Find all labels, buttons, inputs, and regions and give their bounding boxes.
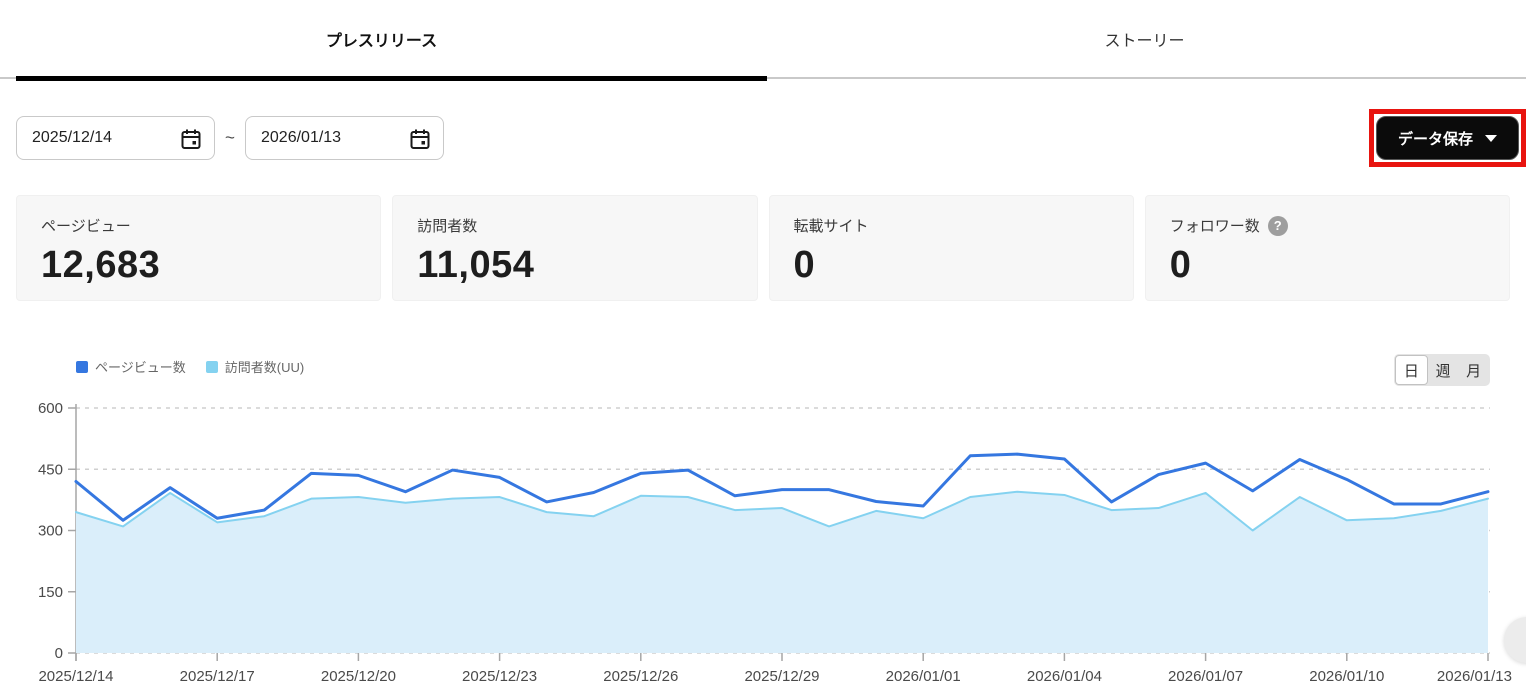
end-date-field — [245, 116, 444, 160]
start-date-field — [16, 116, 215, 160]
save-data-button[interactable]: データ保存 — [1376, 116, 1519, 160]
svg-text:600: 600 — [38, 400, 63, 417]
stat-label: 訪問者数 — [417, 218, 478, 235]
stat-cards: ページビュー 12,683 訪問者数 11,054 転載サイト 0 フォロワー数… — [16, 195, 1510, 301]
chart-legend: ページビュー数 訪問者数(UU) — [76, 357, 304, 376]
legend-swatch-pv — [76, 360, 88, 373]
legend-label: 訪問者数(UU) — [224, 360, 305, 375]
granularity-day[interactable]: 日 — [1395, 355, 1428, 385]
svg-text:150: 150 — [38, 584, 63, 601]
stat-label: ページビュー — [41, 218, 131, 235]
tab-press-release[interactable]: プレスリリース — [0, 0, 763, 77]
floating-widget-partial[interactable] — [1504, 617, 1526, 663]
tab-press-release-label: プレスリリース — [325, 32, 438, 50]
legend-label: ページビュー数 — [95, 360, 186, 375]
controls-row: ~ データ保存 — [16, 109, 1526, 167]
svg-text:2026/01/01: 2026/01/01 — [886, 668, 961, 685]
stat-value: 0 — [1169, 244, 1192, 286]
svg-text:2026/01/10: 2026/01/10 — [1309, 668, 1384, 685]
calendar-icon[interactable] — [179, 127, 203, 151]
end-date-input[interactable] — [246, 117, 443, 159]
svg-text:2025/12/29: 2025/12/29 — [744, 668, 819, 685]
svg-text:2026/01/07: 2026/01/07 — [1168, 668, 1243, 685]
stat-card-followers: フォロワー数 ? 0 — [1144, 195, 1510, 301]
svg-text:2025/12/20: 2025/12/20 — [321, 668, 396, 685]
svg-text:2025/12/23: 2025/12/23 — [462, 668, 537, 685]
tab-bar: プレスリリース ストーリー — [0, 0, 1526, 79]
granularity-month[interactable]: 月 — [1466, 362, 1482, 380]
svg-text:2025/12/17: 2025/12/17 — [180, 668, 255, 685]
granularity-week[interactable]: 週 — [1435, 362, 1451, 380]
date-range-separator: ~ — [225, 128, 235, 147]
svg-text:450: 450 — [38, 461, 63, 478]
chevron-down-icon — [1485, 134, 1497, 142]
active-tab-underline — [16, 76, 767, 81]
stat-value: 12,683 — [41, 244, 161, 286]
legend-item-pageviews: ページビュー数 — [76, 357, 186, 376]
svg-text:300: 300 — [38, 523, 63, 540]
svg-text:2025/12/14: 2025/12/14 — [38, 668, 113, 685]
granularity-toggle: 日 週 月 — [1394, 354, 1490, 386]
svg-text:2025/12/26: 2025/12/26 — [603, 668, 678, 685]
legend-item-visitors: 訪問者数(UU) — [205, 357, 305, 376]
save-data-button-label: データ保存 — [1397, 130, 1473, 148]
svg-text:0: 0 — [55, 645, 63, 662]
help-icon[interactable]: ? — [1267, 215, 1288, 236]
stat-card-repost-sites: 転載サイト 0 — [768, 195, 1134, 301]
start-date-input[interactable] — [17, 117, 214, 159]
stat-value: 0 — [793, 244, 816, 286]
calendar-icon[interactable] — [408, 127, 432, 151]
stat-label: 転載サイト — [793, 218, 869, 235]
svg-text:2026/01/13: 2026/01/13 — [1437, 668, 1512, 685]
stat-value: 11,054 — [417, 244, 535, 286]
stat-card-visitors: 訪問者数 11,054 — [392, 195, 758, 301]
tab-story-label: ストーリー — [1104, 32, 1185, 50]
stat-card-pageviews: ページビュー 12,683 — [16, 195, 382, 301]
tab-story[interactable]: ストーリー — [763, 0, 1526, 77]
stat-label: フォロワー数 ? — [1170, 215, 1485, 236]
legend-swatch-uu — [205, 360, 218, 373]
highlight-annotation-box: データ保存 — [1369, 109, 1526, 167]
svg-text:2026/01/04: 2026/01/04 — [1027, 668, 1102, 685]
